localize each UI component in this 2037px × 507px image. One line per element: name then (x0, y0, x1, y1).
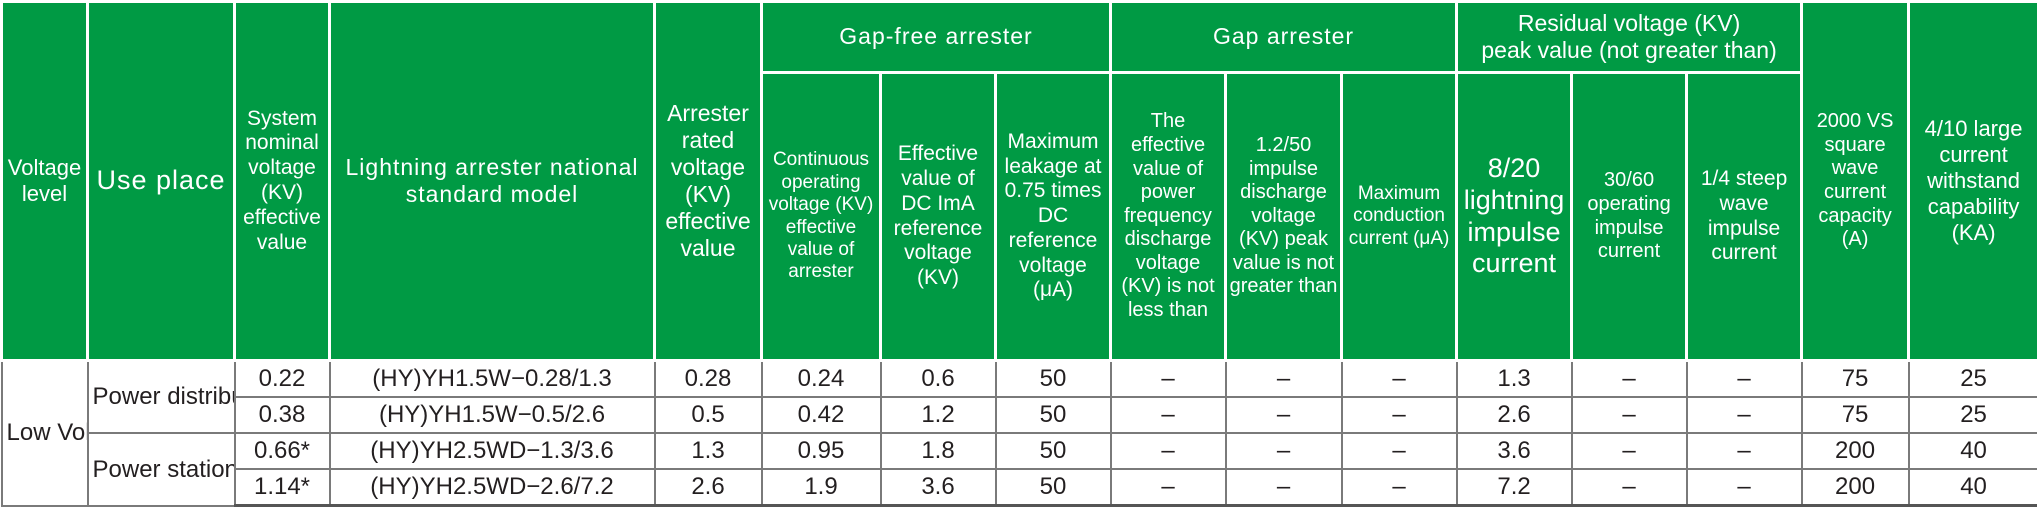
use-place-header: Use place (88, 2, 235, 361)
model-cell: (HY)YH2.5WD−1.3/3.6 (330, 433, 655, 469)
dc-reference-cell: 0.6 (881, 361, 996, 398)
operating-impulse-cell: – (1572, 469, 1687, 506)
model-cell: (HY)YH2.5WD−2.6/7.2 (330, 469, 655, 506)
operating-impulse-header: 30/60 operating impulse current (1572, 73, 1687, 361)
power-frequency-cell: – (1111, 469, 1226, 506)
max-conduction-cell: – (1342, 397, 1457, 433)
voltage-level-header: Voltage level (2, 2, 88, 361)
power-frequency-cell: – (1111, 397, 1226, 433)
residual-voltage-header: Residual voltage (KV)peak value (not gre… (1457, 2, 1802, 73)
max-leakage-cell: 50 (996, 469, 1111, 506)
rated-voltage-cell: 1.3 (655, 433, 762, 469)
dc-reference-cell: 1.8 (881, 433, 996, 469)
impulse-discharge-header: 1.2/50 impulse discharge voltage (KV) pe… (1226, 73, 1342, 361)
continuous-operating-voltage-header: Continuous operating voltage (KV) effect… (762, 73, 881, 361)
use-place-cell: Power distribution type (88, 361, 235, 434)
residual-voltage-line1: Residual voltage (KV) (1518, 10, 1740, 36)
use-place-cell: Power station type (88, 433, 235, 506)
residual-voltage-line2: peak value (not greater than) (1481, 37, 1776, 63)
max-leakage-header: Maximum leakage at 0.75 times DC referen… (996, 73, 1111, 361)
square-wave-cell: 75 (1802, 397, 1909, 433)
dc-reference-voltage-header: Effective value of DC ImA reference volt… (881, 73, 996, 361)
continuous-voltage-cell: 0.42 (762, 397, 881, 433)
max-leakage-cell: 50 (996, 397, 1111, 433)
steep-wave-cell: – (1687, 433, 1802, 469)
large-current-cell: 25 (1909, 397, 2037, 433)
model-cell: (HY)YH1.5W−0.28/1.3 (330, 361, 655, 398)
impulse-discharge-cell: – (1226, 469, 1342, 506)
lightning-impulse-cell: 1.3 (1457, 361, 1572, 398)
steep-wave-cell: – (1687, 361, 1802, 398)
dc-reference-cell: 3.6 (881, 469, 996, 506)
table-row: Power station type 0.66* (HY)YH2.5WD−1.3… (2, 433, 2037, 469)
impulse-discharge-cell: – (1226, 433, 1342, 469)
continuous-voltage-cell: 0.24 (762, 361, 881, 398)
large-current-cell: 25 (1909, 361, 2037, 398)
continuous-voltage-cell: 1.9 (762, 469, 881, 506)
square-wave-header: 2000 VS square wave current capacity (A) (1802, 2, 1909, 361)
voltage-level-cell: Low Voltage (2, 361, 88, 506)
national-model-header: Lightning arrester national standard mod… (330, 2, 655, 361)
max-conduction-cell: – (1342, 469, 1457, 506)
lightning-impulse-cell: 7.2 (1457, 469, 1572, 506)
steep-wave-cell: – (1687, 397, 1802, 433)
dc-reference-cell: 1.2 (881, 397, 996, 433)
gap-arrester-header: Gap arrester (1111, 2, 1457, 73)
max-conduction-cell: – (1342, 361, 1457, 398)
impulse-discharge-cell: – (1226, 397, 1342, 433)
system-voltage-cell: 0.38 (235, 397, 330, 433)
lightning-impulse-cell: 3.6 (1457, 433, 1572, 469)
table-row: 1.14* (HY)YH2.5WD−2.6/7.2 2.6 1.9 3.6 50… (2, 469, 2037, 506)
power-frequency-discharge-header: The effective value of power frequency d… (1111, 73, 1226, 361)
operating-impulse-cell: – (1572, 361, 1687, 398)
large-current-header: 4/10 large current withstand capability … (1909, 2, 2037, 361)
large-current-cell: 40 (1909, 469, 2037, 506)
table-row: 0.38 (HY)YH1.5W−0.5/2.6 0.5 0.42 1.2 50 … (2, 397, 2037, 433)
operating-impulse-cell: – (1572, 397, 1687, 433)
model-cell: (HY)YH1.5W−0.5/2.6 (330, 397, 655, 433)
max-leakage-cell: 50 (996, 361, 1111, 398)
max-conduction-cell: – (1342, 433, 1457, 469)
large-current-cell: 40 (1909, 433, 2037, 469)
steep-wave-header: 1/4 steep wave impulse current (1687, 73, 1802, 361)
max-leakage-cell: 50 (996, 433, 1111, 469)
system-voltage-cell: 0.66* (235, 433, 330, 469)
rated-voltage-cell: 0.28 (655, 361, 762, 398)
steep-wave-cell: – (1687, 469, 1802, 506)
impulse-discharge-cell: – (1226, 361, 1342, 398)
system-nominal-voltage-header: System nominal voltage (KV) effective va… (235, 2, 330, 361)
square-wave-cell: 75 (1802, 361, 1909, 398)
rated-voltage-header: Arrester rated voltage (KV) effective va… (655, 2, 762, 361)
operating-impulse-cell: – (1572, 433, 1687, 469)
rated-voltage-cell: 0.5 (655, 397, 762, 433)
system-voltage-cell: 0.22 (235, 361, 330, 398)
power-frequency-cell: – (1111, 433, 1226, 469)
table-row: Low Voltage Power distribution type 0.22… (2, 361, 2037, 398)
square-wave-cell: 200 (1802, 469, 1909, 506)
rated-voltage-cell: 2.6 (655, 469, 762, 506)
power-frequency-cell: – (1111, 361, 1226, 398)
gap-free-arrester-header: Gap-free arrester (762, 2, 1111, 73)
system-voltage-cell: 1.14* (235, 469, 330, 506)
continuous-voltage-cell: 0.95 (762, 433, 881, 469)
lightning-impulse-header: 8/20 lightning impulse current (1457, 73, 1572, 361)
lightning-impulse-cell: 2.6 (1457, 397, 1572, 433)
max-conduction-current-header: Maximum conduction current (μA) (1342, 73, 1457, 361)
square-wave-cell: 200 (1802, 433, 1909, 469)
